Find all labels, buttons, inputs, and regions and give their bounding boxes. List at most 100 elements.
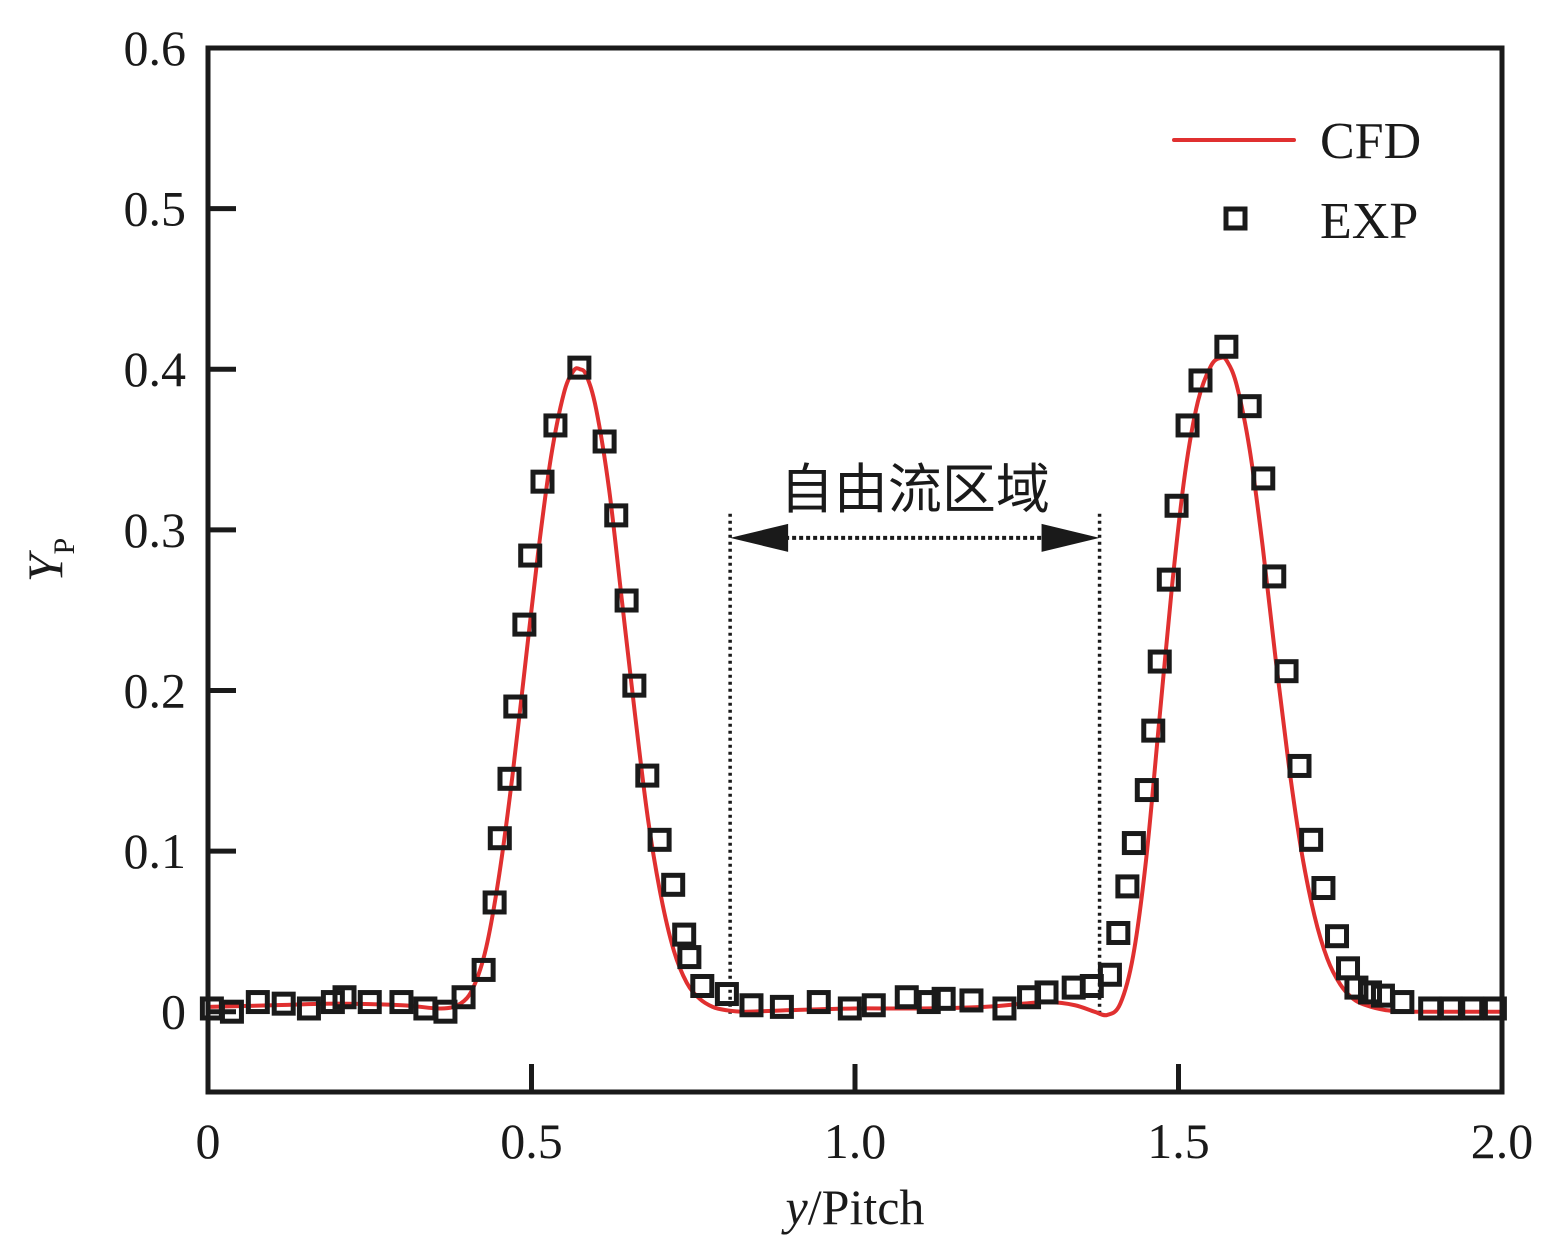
cfd-line (207, 355, 1502, 1018)
exp-point (672, 922, 697, 947)
exp-point (271, 991, 296, 1016)
exp-point (647, 827, 672, 852)
y-tick-label: 0.5 (124, 181, 187, 237)
exp-point (503, 694, 528, 719)
annotation-label: 自由流区域 (780, 458, 1050, 521)
x-axis-ticks: 0 0.5 1.0 1.5 2.0 (196, 1064, 1534, 1169)
cfd-series (207, 355, 1502, 1018)
x-tick-label: 2.0 (1471, 1113, 1534, 1169)
exp-point (1251, 466, 1276, 491)
exp-point (614, 588, 639, 613)
exp-point (714, 982, 739, 1007)
exp-point (296, 996, 321, 1021)
exp-point (1097, 962, 1122, 987)
exp-point (622, 673, 647, 698)
axes-frame (205, 45, 1505, 1095)
exp-point (1115, 874, 1140, 899)
exp-point (931, 986, 956, 1011)
exp-point (1299, 827, 1324, 852)
legend-exp-swatch (1223, 206, 1248, 231)
arrow-right-icon (1041, 523, 1100, 552)
y-tick-label: 0 (161, 984, 186, 1040)
y-axis-ticks: 0 0.1 0.2 0.3 0.4 0.5 0.6 (124, 20, 236, 1040)
y-tick-label: 0.4 (124, 341, 187, 397)
exp-point (1344, 975, 1369, 1000)
exp-point (451, 985, 476, 1010)
exp-point (769, 994, 794, 1019)
x-tick-label: 0.5 (500, 1113, 563, 1169)
exp-point (487, 826, 512, 851)
exp-point (1390, 990, 1415, 1015)
exp-point (1156, 567, 1181, 592)
exp-point (543, 413, 568, 438)
exp-point (567, 355, 592, 380)
exp-point (1106, 920, 1131, 945)
exp-point (471, 957, 496, 982)
arrow-left-icon (730, 523, 789, 552)
y-tick-label: 0.2 (124, 662, 187, 718)
legend-exp-label: EXP (1320, 193, 1418, 250)
exp-point (1325, 924, 1350, 949)
exp-point (357, 990, 382, 1015)
legend-cfd-label: CFD (1320, 113, 1421, 170)
exp-point (1438, 996, 1463, 1021)
exp-point (861, 993, 886, 1018)
exp-point (245, 990, 270, 1015)
y-axis-title-main: Y (17, 549, 73, 582)
exp-point (1147, 649, 1172, 674)
exp-point (530, 469, 555, 494)
y-tick-label: 0.1 (124, 823, 187, 879)
x-tick-label: 1.5 (1147, 1113, 1210, 1169)
x-axis-title: y/Pitch (781, 1179, 925, 1235)
exp-point (1311, 876, 1336, 901)
exp-point (894, 985, 919, 1010)
exp-point (1034, 980, 1059, 1005)
y-axis-title: YP (17, 538, 81, 583)
y-tick-label: 0.6 (124, 20, 187, 76)
x-tick-label: 0 (196, 1113, 221, 1169)
y-axis-title-sub: P (48, 538, 81, 555)
exp-point (1214, 334, 1239, 359)
exp-point (512, 612, 537, 637)
exp-point (959, 988, 984, 1013)
exp-point (497, 766, 522, 791)
exp-point (1262, 564, 1287, 589)
exp-point (1460, 996, 1485, 1021)
exp-point (1336, 956, 1361, 981)
exp-point (1141, 718, 1166, 743)
exp-point (1134, 778, 1159, 803)
exp-point (332, 985, 357, 1010)
x-axis-title-rest: /Pitch (808, 1179, 925, 1235)
exp-point (1418, 996, 1443, 1021)
exp-point (1274, 659, 1299, 684)
exp-point (592, 429, 617, 454)
exp-point (1188, 368, 1213, 393)
exp-point (389, 990, 414, 1015)
exp-point (433, 999, 458, 1024)
exp-point (1164, 493, 1189, 518)
axis-titles: y/Pitch YP (17, 538, 924, 1235)
axes (205, 45, 1505, 1095)
exp-point (806, 990, 831, 1015)
exp-point (518, 543, 543, 568)
exp-point (1121, 831, 1146, 856)
exp-point (604, 503, 629, 528)
x-axis-title-var: y (781, 1179, 809, 1235)
x-tick-label: 1.0 (824, 1113, 887, 1169)
exp-point (1237, 394, 1262, 419)
exp-point (992, 996, 1017, 1021)
y-tick-label: 0.3 (124, 502, 187, 558)
exp-point (661, 872, 686, 897)
exp-point (837, 996, 862, 1021)
exp-point (690, 973, 715, 998)
exp-point (677, 945, 702, 970)
exp-point (1358, 980, 1383, 1005)
legend: CFD EXP (1172, 113, 1421, 250)
exp-point (1287, 753, 1312, 778)
exp-series (199, 334, 1507, 1024)
exp-point (482, 890, 507, 915)
exp-point (635, 763, 660, 788)
exp-point (1175, 413, 1200, 438)
exp-point (916, 990, 941, 1015)
